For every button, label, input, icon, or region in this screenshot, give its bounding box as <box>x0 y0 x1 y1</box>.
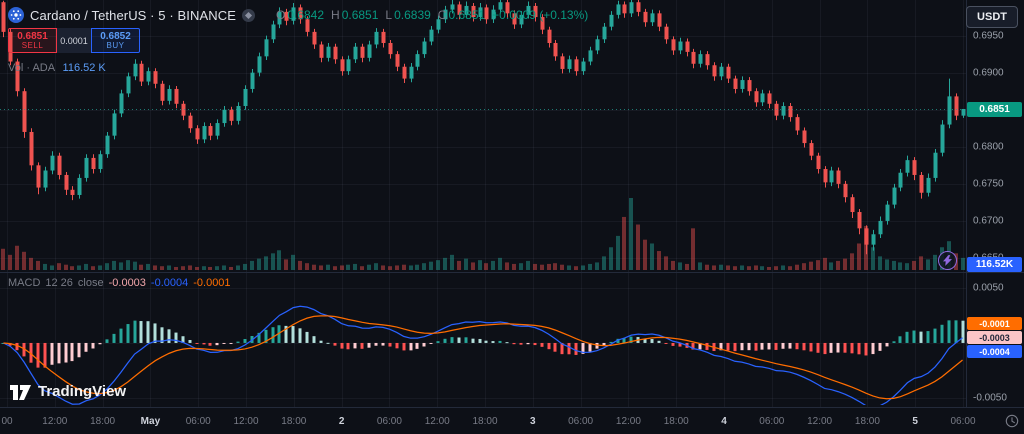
tradingview-logo-icon <box>10 383 31 400</box>
macd-title[interactable]: MACD <box>8 277 41 289</box>
ohlc-open-label: O <box>275 8 286 22</box>
symbol-legend: Cardano / TetherUS · 5 · BINANCE O 0.6842… <box>8 7 588 23</box>
boost-button[interactable] <box>938 251 957 270</box>
lightning-icon <box>943 255 952 266</box>
volume-legend: Vol · ADA 116.52 K <box>8 62 106 74</box>
buy-button[interactable]: 0.6852 BUY <box>91 28 140 53</box>
currency-toggle-button[interactable]: USDT <box>966 6 1018 28</box>
spread-value: 0.0001 <box>57 28 91 53</box>
macd-line-badge: -0.0004 <box>967 345 1022 358</box>
ohlc-high-label: H <box>331 8 340 22</box>
sell-price: 0.6851 <box>17 30 48 42</box>
cardano-logo-icon <box>8 7 24 23</box>
macd-line-value: -0.0004 <box>150 277 189 289</box>
macd-hist-value: -0.0003 <box>108 277 146 289</box>
buy-sell-widget: 0.6851 SELL 0.0001 0.6852 BUY <box>8 28 140 53</box>
timezone-clock-button[interactable] <box>1005 414 1019 428</box>
macd-hist-badge: -0.0003 <box>967 331 1022 344</box>
exchange-logo-icon <box>241 8 255 22</box>
buy-label: BUY <box>106 40 125 50</box>
volume-value: 116.52 K <box>62 62 106 74</box>
change-value: +0.0009 (+0.13%) <box>492 8 589 22</box>
macd-source: close <box>77 277 104 289</box>
symbol-title[interactable]: Cardano / TetherUS · 5 · BINANCE <box>30 7 236 23</box>
volume-label: Vol · ADA <box>8 62 55 74</box>
ohlc-open-value: 0.6842 <box>287 8 325 22</box>
macd-params: 12 26 <box>45 277 73 289</box>
buy-price: 0.6852 <box>100 30 131 42</box>
ohlc-close-label: C <box>437 8 447 22</box>
macd-legend: MACD 12 26 close -0.0003 -0.0004 -0.0001 <box>8 277 231 289</box>
macd-signal-value: -0.0001 <box>193 277 231 289</box>
last-price-badge: 0.6851 <box>967 102 1022 117</box>
ohlc-low-label: L <box>385 8 393 22</box>
ohlc-high-value: 0.6851 <box>341 8 379 22</box>
watermark-text: TradingView <box>38 383 127 400</box>
ohlc-readout: O 0.6842 H 0.6851 L 0.6839 C 0.6851 +0.0009 … <box>269 8 588 22</box>
clock-icon <box>1005 414 1019 428</box>
ohlc-close-value: 0.6851 <box>448 8 486 22</box>
volume-badge: 116.52K <box>967 257 1022 272</box>
sell-button[interactable]: 0.6851 SELL <box>8 28 57 53</box>
ohlc-low-value: 0.6839 <box>394 8 431 22</box>
macd-signal-badge: -0.0001 <box>967 317 1022 330</box>
tradingview-watermark: TradingView <box>10 383 126 400</box>
sell-label: SELL <box>21 40 44 50</box>
